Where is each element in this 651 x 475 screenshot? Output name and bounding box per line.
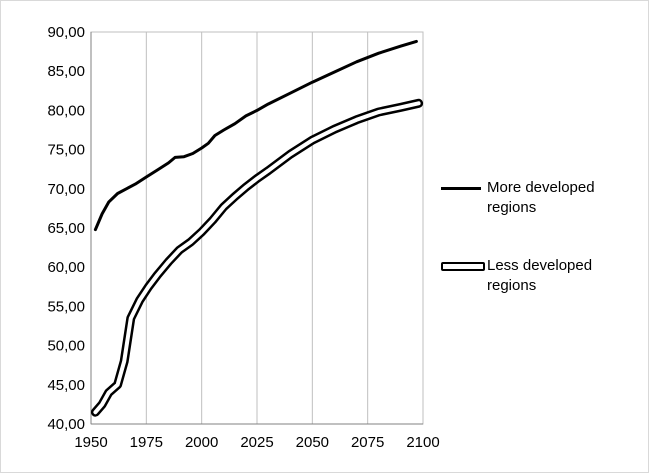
- y-tick-label: 85,00: [47, 63, 85, 80]
- y-tick-label: 60,00: [47, 259, 85, 276]
- y-tick-label: 80,00: [47, 102, 85, 119]
- x-tick-label: 2000: [185, 434, 218, 451]
- axis-layer: [90, 32, 423, 425]
- x-tick-label: 2100: [406, 434, 439, 451]
- label-layer: 1950 1975 2000 2025 2050 2075 2100 40,00 45,00 50…: [47, 24, 439, 451]
- legend-swatch-more-developed: [441, 187, 481, 190]
- y-tick-label: 40,00: [47, 416, 85, 433]
- y-tick-label: 50,00: [47, 338, 85, 355]
- x-tick-label: 2050: [296, 434, 329, 451]
- legend-swatch-less-developed: [441, 262, 485, 271]
- y-tick-label: 55,00: [47, 298, 85, 315]
- x-tick-label: 2025: [240, 434, 273, 451]
- legend-label-more-developed: More developed regions: [487, 179, 595, 216]
- legend-item-less-developed: Less developed regions: [441, 256, 641, 316]
- series-line-0: [93, 39, 418, 232]
- grid-layer: [90, 31, 424, 425]
- y-tick-label: 65,00: [47, 220, 85, 237]
- x-tick-label: 1975: [130, 434, 163, 451]
- legend-label-less-developed: Less developed regions: [487, 257, 593, 294]
- x-tick-label: 2075: [351, 434, 384, 451]
- legend-item-more-developed: More developed regions: [441, 178, 641, 238]
- y-tick-label: 75,00: [47, 142, 85, 159]
- y-tick-label: 70,00: [47, 181, 85, 198]
- y-tick-label: 45,00: [47, 377, 85, 394]
- x-tick-label: 1950: [74, 434, 107, 451]
- series-layer: [90, 39, 424, 417]
- series-line-inner-1: [93, 101, 421, 415]
- y-tick-label: 90,00: [47, 24, 85, 41]
